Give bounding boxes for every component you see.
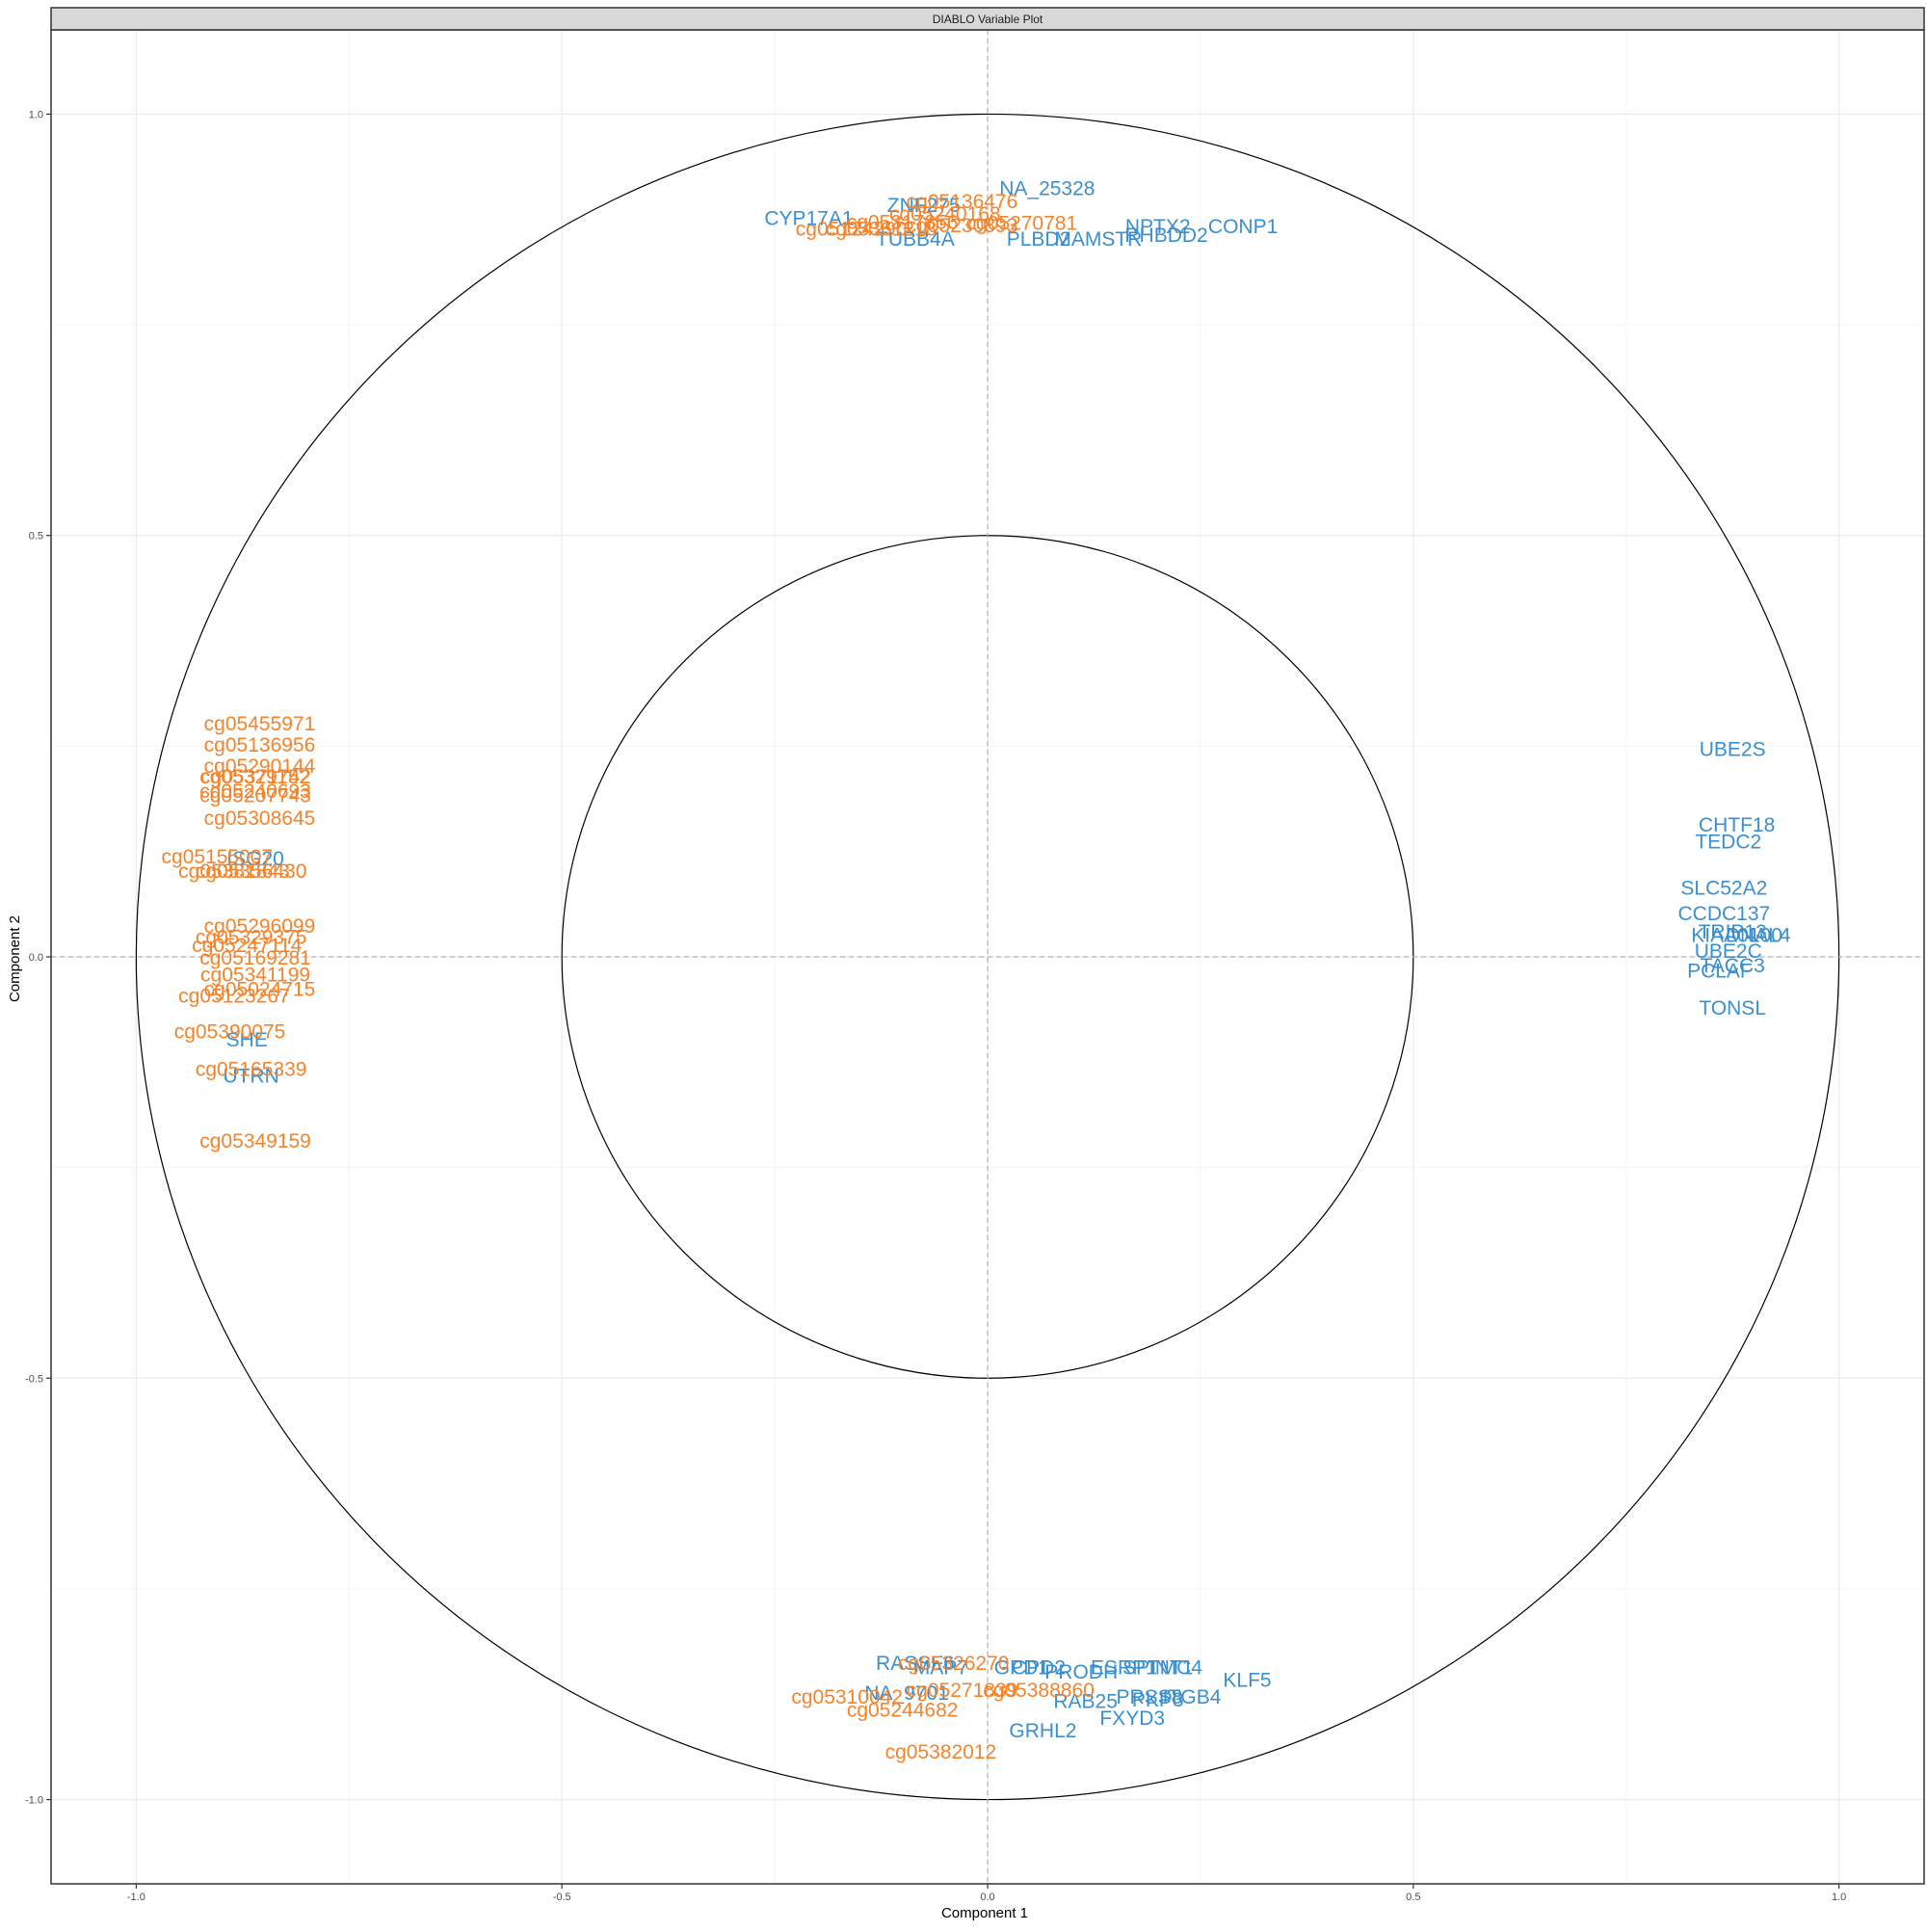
variable-label: cg05382012 — [885, 1741, 997, 1763]
variable-label: MAP7 — [913, 1657, 968, 1680]
chart-title: DIABLO Variable Plot — [933, 13, 1043, 26]
variable-label: TACC3 — [1701, 955, 1765, 977]
variable-label: PCLAF — [1687, 960, 1753, 982]
x-tick-label: -1.0 — [127, 1892, 145, 1903]
variable-label: cg05388860 — [983, 1680, 1095, 1702]
x-tick-label: 0.5 — [1406, 1892, 1420, 1903]
variable-label: cg05329375 — [196, 926, 307, 948]
variable-label: cg05270781 — [966, 213, 1078, 235]
y-tick-label: -0.5 — [25, 1373, 43, 1385]
variable-label: cg05124290 — [796, 219, 908, 241]
variable-label: cg05349159 — [199, 1130, 311, 1152]
variable-label: RAB25 — [1053, 1691, 1118, 1713]
variable-label: NA_9701 — [864, 1682, 949, 1705]
variable-label: NA_25328 — [999, 178, 1095, 200]
strip-background — [50, 7, 1925, 31]
variable-label: cg05024715 — [204, 979, 316, 1001]
reference-lines-layer — [51, 30, 1924, 1884]
variable-label: cg05136956 — [204, 734, 316, 756]
variable-label: NPTX2 — [1125, 216, 1191, 238]
variable-label: CCDC137 — [1677, 903, 1770, 925]
variable-label: cg05296099 — [204, 915, 316, 938]
variable-label: cg05317856 — [847, 212, 959, 234]
x-tick-label: 0.0 — [980, 1892, 994, 1903]
variable-label: cg05244682 — [847, 1699, 959, 1721]
variable-label: cg05455971 — [204, 713, 316, 735]
variable-label: UBE2S — [1700, 738, 1766, 760]
variable-label: ESRP1 — [1091, 1657, 1157, 1680]
y-tick-label: 1.0 — [29, 109, 43, 120]
variable-label: cg05310042 — [791, 1686, 903, 1708]
y-tick-label: 0.5 — [29, 531, 43, 543]
variable-label: KIAA0100 — [1691, 925, 1782, 947]
variable-label: cg05381843 — [178, 860, 290, 883]
y-tick-label: 0.0 — [29, 952, 43, 964]
x-axis-title: Component 1 — [941, 1905, 1028, 1921]
variable-label: CPD2 — [1012, 1657, 1066, 1680]
variable-label: RHBDD2 — [1124, 225, 1207, 247]
variable-label: ZNF275 — [887, 195, 961, 217]
variable-label: GRHL2 — [1009, 1720, 1076, 1742]
variable-label: cg05329742 — [199, 766, 311, 788]
variable-label: PKP3 — [1132, 1689, 1184, 1711]
variable-label: cg05326270 — [898, 1653, 1010, 1675]
x-tick-label: 1.0 — [1832, 1892, 1846, 1903]
variable-label: cg05290144 — [204, 755, 316, 778]
variable-label: SLC52A2 — [1680, 878, 1767, 900]
variable-label: TMC4 — [1148, 1657, 1202, 1680]
variable-label: cg05230893 — [907, 215, 1018, 237]
x-tick-label: -0.5 — [553, 1892, 571, 1903]
variable-label: DNAL4 — [1726, 925, 1791, 947]
variable-label: TRIP13 — [1699, 921, 1767, 943]
variable-label: SHE — [226, 1029, 268, 1051]
variable-label: TUBB4A — [876, 228, 955, 251]
variable-label: cg05207743 — [199, 784, 311, 807]
variable-label: cg05240168 — [889, 203, 1001, 225]
variable-label: cg05240693 — [199, 781, 311, 803]
axes-layer: -1.0 -0.5 0.0 0.5 1.0 1.0 0.5 0.0 -0.5 -1.0 — [25, 109, 1846, 1903]
variable-label: cg05308645 — [204, 807, 316, 830]
variable-label: ITGB4 — [1163, 1686, 1222, 1708]
variable-label: cg05361218 — [826, 219, 937, 241]
variable-label: PRSS8 — [1116, 1686, 1182, 1708]
variable-label: PRODH — [1044, 1661, 1118, 1683]
variable-label: PLBD2 — [1007, 228, 1071, 251]
variable-label: CONP1 — [1208, 216, 1278, 238]
variable-label: KLF5 — [1223, 1670, 1271, 1692]
variable-label: cg05271839 — [907, 1680, 1018, 1702]
variable-label: cg05371152 — [200, 766, 310, 788]
variable-label: ISG20 — [226, 848, 284, 870]
variable-label: FXYD3 — [1099, 1707, 1165, 1730]
variable-label: TONSL — [1699, 997, 1766, 1019]
variable-label: cg05169281 — [199, 947, 311, 969]
variable-label: cg05247114 — [192, 935, 302, 957]
variable-label: GPD1 — [994, 1657, 1049, 1680]
variable-label: CYP17A1 — [764, 207, 853, 229]
variable-label: cg05123267 — [178, 986, 290, 1008]
variable-label: CHTF18 — [1699, 814, 1775, 836]
variable-label: RASSF6 — [876, 1653, 955, 1675]
variable-label: MAMSTR — [1054, 228, 1142, 251]
variable-label: cg05155007 — [161, 846, 273, 868]
y-tick-label: -1.0 — [25, 1795, 43, 1807]
variable-label: cg05165339 — [196, 1059, 307, 1081]
variable-label: UBE2C — [1695, 940, 1762, 963]
variable-label: cg05136476 — [907, 191, 1018, 213]
variable-label: cg05341199 — [200, 965, 310, 987]
variable-label: cg05390075 — [174, 1020, 286, 1043]
variable-label: UTRN — [223, 1066, 278, 1088]
variable-label: TEDC2 — [1695, 831, 1761, 853]
variable-label: cg05356430 — [196, 860, 307, 883]
variable-label: SPINT1 — [1122, 1657, 1194, 1680]
y-axis-title: Component 2 — [7, 915, 23, 1002]
